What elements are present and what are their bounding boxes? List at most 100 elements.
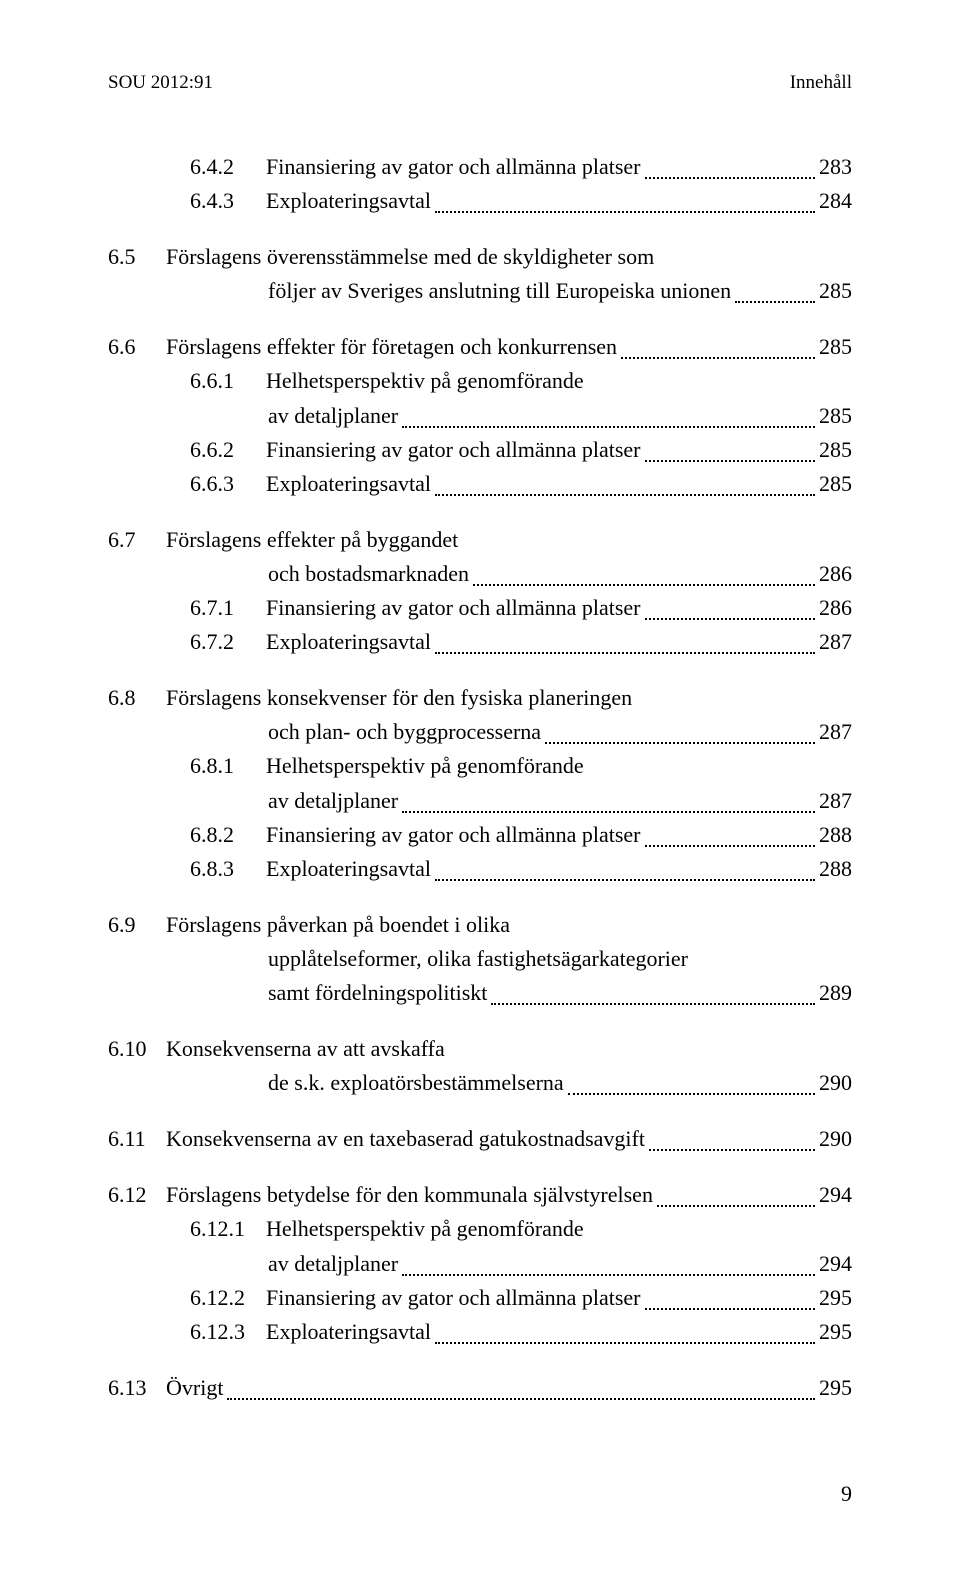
toc-entry-title: Förslagens överensstämmelse med de skyld… [166,240,852,274]
toc-entry-number: 6.4.2 [190,150,266,184]
toc-entry-page: 287 [819,715,852,749]
toc-entry-title: Helhetsperspektiv på genomförande [266,364,852,398]
toc-entry-title: Övrigt [166,1371,223,1405]
toc-entry-line: 6.8Förslagens konsekvenser för den fysis… [108,681,852,715]
toc-entry-line: upplåtelseformer, olika fastighetsägarka… [108,942,852,976]
dot-leader [435,652,815,654]
toc-entry-number: 6.9 [108,908,166,942]
toc-group: 6.7Förslagens effekter på byggandetoch b… [108,523,852,659]
running-header: SOU 2012:91 Innehåll [108,72,852,94]
toc-entry: av detaljplaner285 [108,399,852,433]
toc-entry: samt fördelningspolitiskt289 [108,976,852,1010]
toc-entry-title: Finansiering av gator och allmänna plats… [266,433,641,467]
toc-entry: 6.12.2Finansiering av gator och allmänna… [108,1281,852,1315]
dot-leader [473,584,815,586]
toc-entry-number: 6.12.1 [190,1212,266,1246]
toc-group: 6.11Konsekvenserna av en taxebaserad gat… [108,1122,852,1156]
toc-entry-title: Exploateringsavtal [266,467,431,501]
toc-entry-title: av detaljplaner [268,1247,398,1281]
header-left: SOU 2012:91 [108,72,213,94]
toc-entry: 6.12.3Exploateringsavtal295 [108,1315,852,1349]
toc-entry-number: 6.10 [108,1032,166,1066]
toc-entry-title: Exploateringsavtal [266,1315,431,1349]
toc-entry-title: Förslagens effekter på byggandet [166,523,852,557]
toc-entry-line: 6.5Förslagens överensstämmelse med de sk… [108,240,852,274]
toc-entry-page: 286 [819,591,852,625]
toc-entry: 6.11Konsekvenserna av en taxebaserad gat… [108,1122,852,1156]
toc-entry: av detaljplaner 294 [108,1247,852,1281]
toc-entry-page: 285 [819,330,852,364]
toc-entry-page: 286 [819,557,852,591]
toc-entry-title: Förslagens effekter för företagen och ko… [166,330,617,364]
toc-entry-number: 6.8.2 [190,818,266,852]
toc-entry-title: Finansiering av gator och allmänna plats… [266,1281,641,1315]
toc-entry: de s.k. exploatörsbestämmelserna290 [108,1066,852,1100]
toc-group: 6.6Förslagens effekter för företagen och… [108,330,852,500]
dot-leader [435,211,815,213]
toc-entry-page: 295 [819,1281,852,1315]
dot-leader [545,742,815,744]
toc-entry-number: 6.12.2 [190,1281,266,1315]
toc-entry-number: 6.8.3 [190,852,266,886]
dot-leader [657,1205,815,1207]
dot-leader [645,177,816,179]
dot-leader [402,1274,815,1276]
toc-entry-page: 294 [819,1178,852,1212]
toc-group: 6.10Konsekvenserna av att avskaffade s.k… [108,1032,852,1100]
toc-group: 6.12Förslagens betydelse för den kommuna… [108,1178,852,1348]
toc-entry-title: Exploateringsavtal [266,625,431,659]
dot-leader [568,1093,815,1095]
toc-entry-title: Helhetsperspektiv på genomförande [266,1212,852,1246]
toc-entry-title: och bostadsmarknaden [268,557,469,591]
toc-entry-line: 6.8.1Helhetsperspektiv på genomförande [108,749,852,783]
toc-entry: 6.7.2Exploateringsavtal287 [108,625,852,659]
toc-entry-number: 6.8.1 [190,749,266,783]
toc-entry: 6.4.2Finansiering av gator och allmänna … [108,150,852,184]
toc-group: 6.4.2Finansiering av gator och allmänna … [108,150,852,218]
toc-entry-line: 6.12.1Helhetsperspektiv på genomförande [108,1212,852,1246]
table-of-contents: 6.4.2 Finansiering av gator och allmänna … [108,150,852,1405]
toc-group: 6.13Övrigt295 [108,1371,852,1405]
toc-group: 6.8Förslagens konsekvenser för den fysis… [108,681,852,886]
toc-entry: 6.8.3Exploateringsavtal288 [108,852,852,886]
toc-entry-title: Förslagens betydelse för den kommunala s… [166,1178,653,1212]
toc-entry-page: 290 [819,1122,852,1156]
toc-entry-title: Konsekvenserna av att avskaffa [166,1032,852,1066]
toc-entry-page: 290 [819,1066,852,1100]
dot-leader [402,426,815,428]
toc-entry-title: Finansiering av gator och allmänna plats… [266,591,641,625]
toc-entry-page: 285 [819,467,852,501]
toc-entry: och plan- och byggprocesserna287 [108,715,852,749]
dot-leader [491,1003,815,1005]
dot-leader [621,357,815,359]
toc-entry-title: Förslagens konsekvenser för den fysiska … [166,681,852,715]
dot-leader [645,1308,816,1310]
dot-leader [645,845,816,847]
toc-entry-page: 285 [819,399,852,433]
toc-entry-line: 6.9Förslagens påverkan på boendet i olik… [108,908,852,942]
toc-entry: och bostadsmarknaden 286 [108,557,852,591]
toc-entry-page: 295 [819,1371,852,1405]
toc-entry-page: 294 [819,1247,852,1281]
toc-entry: 6.7.1Finansiering av gator och allmänna … [108,591,852,625]
dot-leader [435,494,815,496]
toc-entry-page: 288 [819,852,852,886]
toc-entry-line: 6.7Förslagens effekter på byggandet [108,523,852,557]
toc-entry-page: 284 [819,184,852,218]
toc-entry-title: av detaljplaner [268,784,398,818]
toc-entry-number: 6.6.2 [190,433,266,467]
toc-entry-title: följer av Sveriges anslutning till Europ… [268,274,731,308]
toc-entry-page: 287 [819,784,852,818]
toc-entry-page: 283 [819,150,852,184]
toc-entry-number: 6.6 [108,330,166,364]
toc-entry-number: 6.5 [108,240,166,274]
dot-leader [402,811,815,813]
toc-entry-line: 6.10Konsekvenserna av att avskaffa [108,1032,852,1066]
toc-entry-number: 6.12 [108,1178,166,1212]
dot-leader [645,460,816,462]
dot-leader [435,1342,815,1344]
dot-leader [735,301,815,303]
toc-entry: 6.8.2Finansiering av gator och allmänna … [108,818,852,852]
toc-group: 6.9Förslagens påverkan på boendet i olik… [108,908,852,1010]
toc-entry-number: 6.7 [108,523,166,557]
